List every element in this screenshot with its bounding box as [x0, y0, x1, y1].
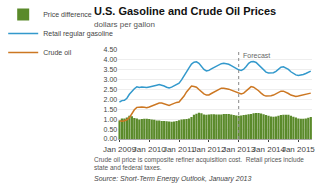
- svg-text:2.50: 2.50: [104, 86, 118, 93]
- svg-text:Jan 2010: Jan 2010: [133, 145, 166, 154]
- svg-text:Jan 2013: Jan 2013: [222, 145, 255, 154]
- svg-text:Retail regular gasoline: Retail regular gasoline: [43, 30, 113, 38]
- svg-text:Jan 2014: Jan 2014: [252, 145, 285, 154]
- svg-text:U.S. Gasoline and Crude Oil Pr: U.S. Gasoline and Crude Oil Prices: [94, 5, 276, 17]
- svg-text:Jan 2011: Jan 2011: [163, 145, 196, 154]
- svg-text:Jan 2012: Jan 2012: [192, 145, 225, 154]
- svg-text:Jan 2015: Jan 2015: [282, 145, 315, 154]
- svg-text:3.50: 3.50: [104, 66, 118, 73]
- svg-text:0.00: 0.00: [104, 135, 118, 142]
- svg-text:Crude oil price is composite r: Crude oil price is composite refiner acq…: [94, 156, 304, 171]
- svg-text:dollars per gallon: dollars per gallon: [94, 20, 155, 29]
- svg-text:0.50: 0.50: [104, 126, 118, 133]
- svg-text:Crude oil: Crude oil: [43, 49, 71, 56]
- svg-text:4.00: 4.00: [104, 56, 118, 63]
- svg-text:Jan 2009: Jan 2009: [103, 145, 136, 154]
- svg-text:Price difference: Price difference: [43, 11, 92, 18]
- svg-text:1.00: 1.00: [104, 116, 118, 123]
- svg-text:3.00: 3.00: [104, 76, 118, 83]
- svg-text:1.50: 1.50: [104, 106, 118, 113]
- svg-text:Source: Short-Term Energy Outl: Source: Short-Term Energy Outlook, Janua…: [94, 175, 251, 183]
- svg-text:4.50: 4.50: [104, 46, 118, 53]
- svg-text:Forecast: Forecast: [243, 52, 270, 59]
- svg-text:2.00: 2.00: [104, 96, 118, 103]
